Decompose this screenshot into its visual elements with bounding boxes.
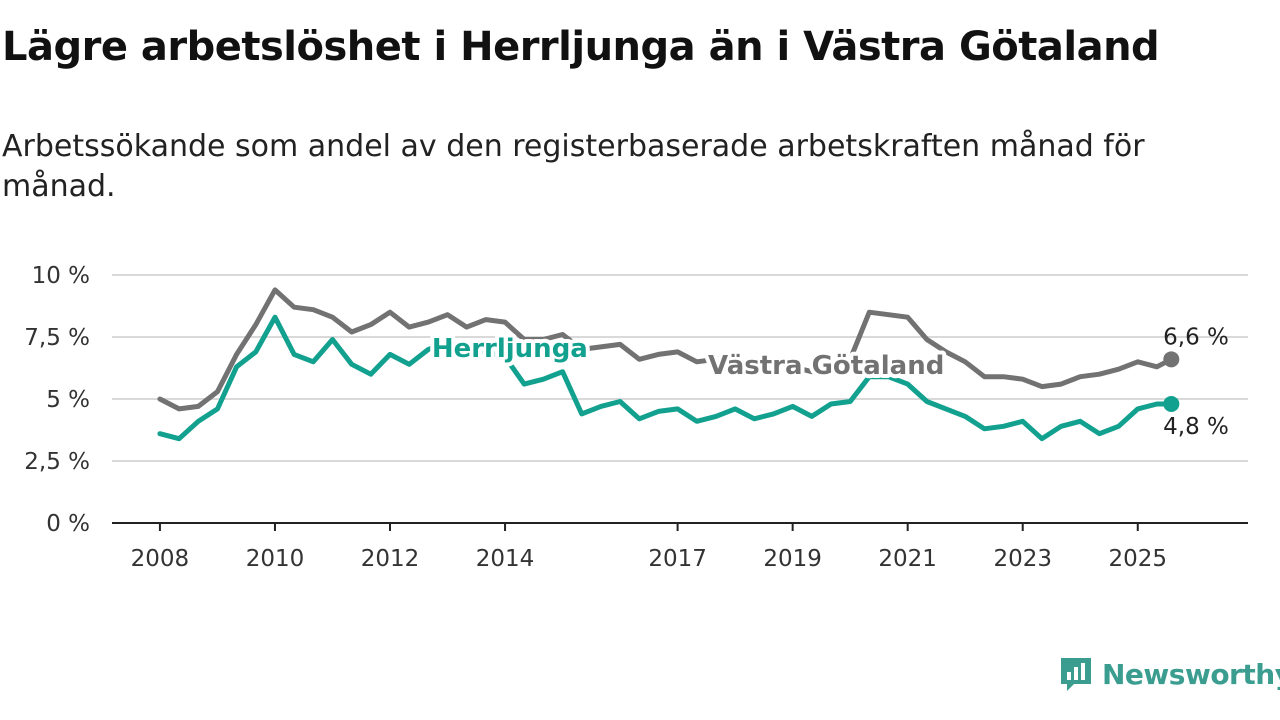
series-label-herrljunga-halo: Herrljunga	[432, 334, 588, 364]
series-lines	[157, 287, 1180, 442]
x-tick-label: 2019	[763, 546, 822, 572]
x-tick-label: 2021	[878, 546, 937, 572]
x-tick-label: 2014	[476, 546, 535, 572]
series-line-herrljunga	[157, 314, 1174, 442]
brand-name: Newsworthy	[1102, 657, 1280, 691]
y-tick-label: 2,5 %	[24, 449, 90, 475]
series-line-v-stra-g-taland	[157, 287, 1174, 412]
end-point-v-stra-g-taland	[1163, 351, 1180, 368]
y-tick-label: 7,5 %	[24, 325, 90, 351]
chart-title: Lägre arbetslöshet i Herrljunga än i Väs…	[2, 24, 1160, 70]
x-tick-label: 2010	[246, 546, 305, 572]
y-tick-label: 5 %	[46, 387, 90, 413]
x-tick-label: 2023	[993, 546, 1052, 572]
grid-lines	[112, 274, 1248, 462]
x-tick-label: 2025	[1108, 546, 1167, 572]
end-label-vastra-gotaland: 6,6 %	[1163, 324, 1229, 350]
y-axis: 0 % 2,5 % 5 % 7,5 % 10 %	[24, 263, 90, 537]
x-tick-label: 2017	[648, 546, 707, 572]
newsworthy-logo: Newsworthy	[1058, 654, 1280, 694]
series-label-vastra-gotaland-halo: Västra Götaland	[708, 351, 944, 381]
line-chart: 0 % 2,5 % 5 % 7,5 % 10 % 2008 2010 2012 2014 201…	[24, 263, 1248, 572]
y-tick-label: 0 %	[46, 511, 90, 537]
y-tick-label: 10 %	[32, 263, 90, 289]
x-tick-label: 2012	[361, 546, 420, 572]
series-label-herrljunga: Herrljunga	[432, 334, 588, 364]
x-tick-label: 2008	[131, 546, 190, 572]
end-label-herrljunga: 4,8 %	[1163, 414, 1229, 440]
x-axis: 2008 2010 2012 2014 2017 2019 2021 2023 2025	[112, 522, 1248, 572]
chart-subtitle: Arbetssökande som andel av den registerb…	[2, 129, 1145, 204]
series-label-vastra-gotaland: Västra Götaland	[708, 351, 944, 381]
newsworthy-logo-icon	[1061, 658, 1091, 691]
end-point-herrljunga	[1163, 395, 1180, 412]
